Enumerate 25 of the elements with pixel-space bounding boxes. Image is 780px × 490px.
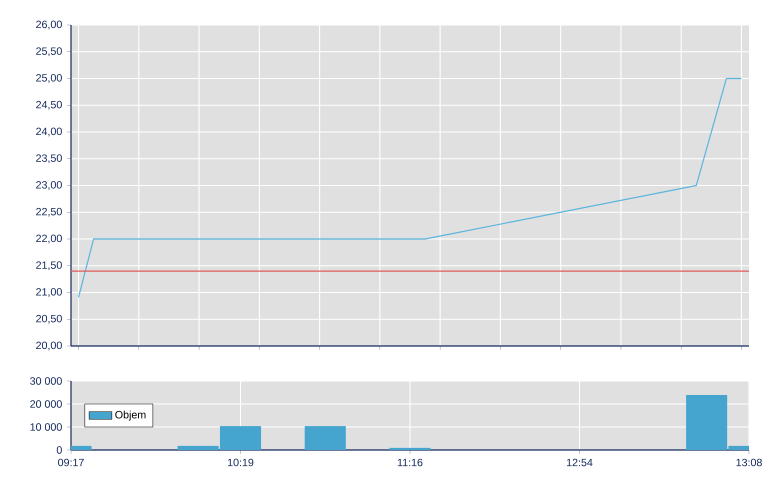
- x-tick-label: 11:16: [398, 458, 422, 466]
- y-tick-label: 21,00: [36, 288, 62, 297]
- y-tick-label: 20 000: [30, 400, 62, 408]
- x-tick-label: 13:08: [736, 458, 762, 466]
- y-tick-label: 25,50: [36, 47, 62, 56]
- y-tick-label: 26,00: [36, 20, 62, 30]
- x-tick-label: 12:54: [566, 458, 593, 466]
- y-tick-label: 20,50: [36, 314, 62, 324]
- x-tick-label: 10:19: [228, 458, 254, 466]
- y-tick-label: 25,00: [36, 74, 62, 83]
- y-tick-label: 30 000: [30, 377, 62, 385]
- line-series: [78, 78, 742, 298]
- legend-label: Objem: [115, 410, 146, 421]
- y-tick-label: 10 000: [30, 423, 62, 431]
- y-tick-label: 23,50: [36, 154, 62, 164]
- y-tick-label: 20,00: [36, 342, 62, 350]
- y-tick-label: 24,00: [36, 128, 62, 136]
- bar: [304, 426, 346, 450]
- y-tick-label: 0: [56, 446, 62, 454]
- x-tick-label: 09:17: [58, 458, 84, 466]
- y-tick-label: 24,50: [36, 100, 62, 110]
- y-tick-label: 23,00: [36, 181, 62, 190]
- y-tick-label: 22,50: [36, 208, 62, 217]
- y-tick-label: 22,00: [36, 234, 62, 244]
- y-tick-label: 21,50: [36, 261, 62, 270]
